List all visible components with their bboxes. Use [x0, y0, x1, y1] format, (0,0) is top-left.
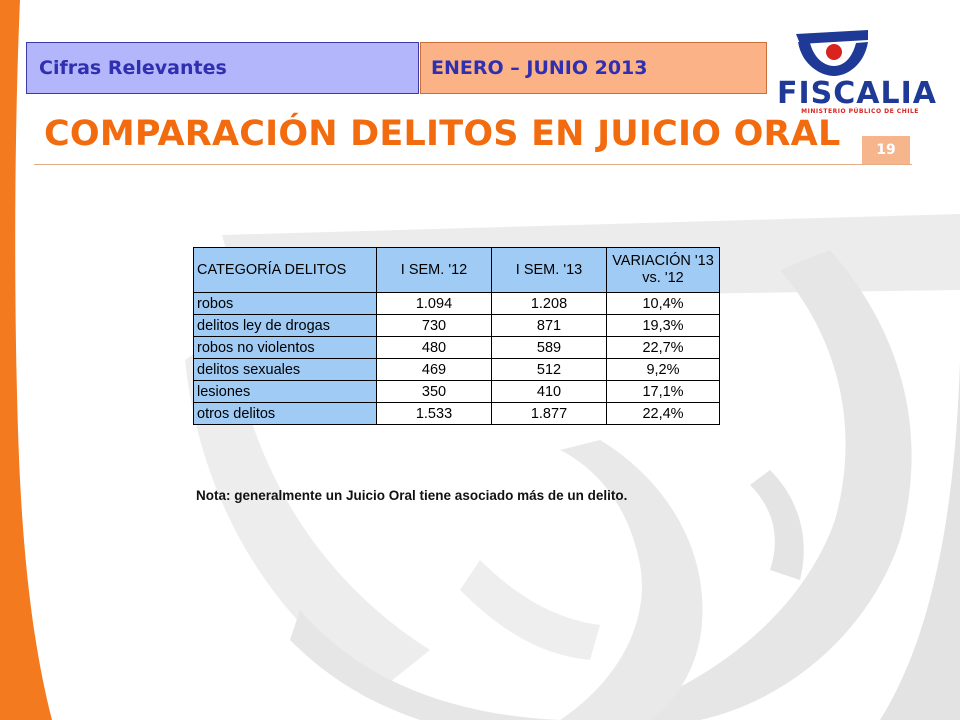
- row-variation: 17,1%: [606, 380, 720, 403]
- row-variation: 19,3%: [606, 314, 720, 337]
- page-title: COMPARACIÓN DELITOS EN JUICIO ORAL: [44, 114, 841, 154]
- period-label: ENERO – JUNIO 2013: [420, 42, 767, 94]
- row-variation: 9,2%: [606, 358, 720, 381]
- row-sem-13: 1.208: [491, 292, 607, 315]
- row-variation: 22,4%: [606, 402, 720, 425]
- table-row: robos 1.094 1.208 10,4%: [193, 292, 720, 315]
- header-sem-12: I SEM. '12: [376, 247, 492, 293]
- fiscalia-logo-emblem: [796, 30, 868, 76]
- table-row: lesiones 350 410 17,1%: [193, 380, 720, 403]
- row-sem-12: 1.094: [376, 292, 492, 315]
- header-category: CATEGORÍA DELITOS: [193, 247, 377, 293]
- crimes-comparison-table: CATEGORÍA DELITOS I SEM. '12 I SEM. '13 …: [193, 247, 720, 425]
- period-label-text: ENERO – JUNIO 2013: [431, 57, 648, 79]
- header-sem-13: I SEM. '13: [491, 247, 607, 293]
- row-category: robos no violentos: [193, 336, 377, 359]
- table-row: otros delitos 1.533 1.877 22,4%: [193, 402, 720, 425]
- table-row: delitos sexuales 469 512 9,2%: [193, 358, 720, 381]
- table-row: delitos ley de drogas 730 871 19,3%: [193, 314, 720, 337]
- row-category: otros delitos: [193, 402, 377, 425]
- title-divider: [34, 164, 912, 165]
- row-sem-13: 1.877: [491, 402, 607, 425]
- row-sem-12: 350: [376, 380, 492, 403]
- row-sem-12: 1.533: [376, 402, 492, 425]
- section-label-text: Cifras Relevantes: [39, 57, 227, 79]
- row-category: delitos ley de drogas: [193, 314, 377, 337]
- row-variation: 10,4%: [606, 292, 720, 315]
- row-sem-13: 589: [491, 336, 607, 359]
- logo-subtitle: MINISTERIO PÚBLICO DE CHILE: [801, 108, 919, 115]
- logo-wordmark: FISCALIA: [777, 76, 937, 111]
- table-header-row: CATEGORÍA DELITOS I SEM. '12 I SEM. '13 …: [193, 247, 720, 293]
- header-variation: VARIACIÓN '13 vs. '12: [606, 247, 720, 293]
- section-label: Cifras Relevantes: [26, 42, 419, 94]
- row-category: robos: [193, 292, 377, 315]
- row-variation: 22,7%: [606, 336, 720, 359]
- table-row: robos no violentos 480 589 22,7%: [193, 336, 720, 359]
- row-sem-13: 512: [491, 358, 607, 381]
- table-note: Nota: generalmente un Juicio Oral tiene …: [196, 488, 628, 503]
- page-number-badge: 19: [862, 136, 910, 164]
- row-sem-12: 480: [376, 336, 492, 359]
- row-category: delitos sexuales: [193, 358, 377, 381]
- row-sem-13: 871: [491, 314, 607, 337]
- row-category: lesiones: [193, 380, 377, 403]
- row-sem-12: 469: [376, 358, 492, 381]
- row-sem-12: 730: [376, 314, 492, 337]
- row-sem-13: 410: [491, 380, 607, 403]
